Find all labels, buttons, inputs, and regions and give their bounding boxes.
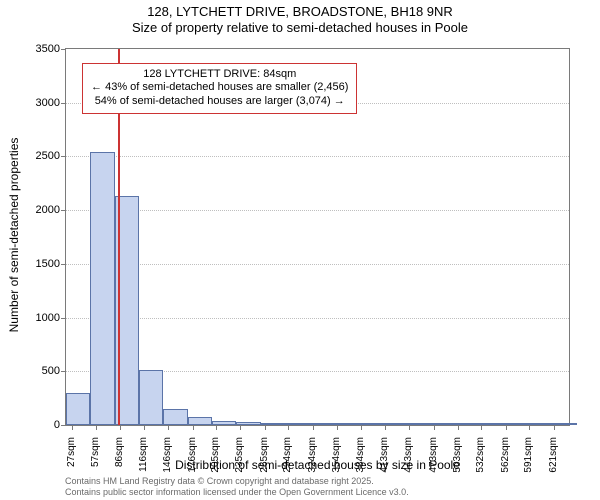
x-tick-label: 503sqm [452, 437, 463, 487]
y-tick-mark [61, 156, 66, 157]
x-tick-mark [434, 425, 435, 430]
x-tick-mark [72, 425, 73, 430]
x-tick-mark [96, 425, 97, 430]
y-tick-mark [61, 425, 66, 426]
y-tick-label: 500 [15, 365, 60, 377]
gridline [66, 210, 569, 211]
histogram-bar [382, 423, 406, 425]
x-tick-label: 413sqm [379, 437, 390, 487]
annotation-line-1: 128 LYTCHETT DRIVE: 84sqm [91, 68, 348, 82]
y-tick-mark [61, 210, 66, 211]
x-tick-label: 116sqm [138, 437, 149, 487]
x-tick-mark [240, 425, 241, 430]
x-tick-label: 176sqm [187, 437, 198, 487]
x-tick-mark [120, 425, 121, 430]
y-tick-label: 1500 [15, 258, 60, 270]
x-tick-label: 443sqm [403, 437, 414, 487]
histogram-bar [480, 423, 504, 425]
annotation-box: 128 LYTCHETT DRIVE: 84sqm ← 43% of semi-… [82, 63, 357, 114]
chart-title: 128, LYTCHETT DRIVE, BROADSTONE, BH18 9N… [0, 4, 600, 37]
x-tick-mark [168, 425, 169, 430]
histogram-bar [504, 423, 528, 425]
title-line-1: 128, LYTCHETT DRIVE, BROADSTONE, BH18 9N… [0, 4, 600, 20]
x-tick-label: 205sqm [210, 437, 221, 487]
x-tick-label: 384sqm [355, 437, 366, 487]
histogram-bar [553, 423, 577, 425]
x-tick-label: 57sqm [90, 437, 101, 487]
y-tick-label: 0 [15, 419, 60, 431]
x-tick-label: 562sqm [500, 437, 511, 487]
histogram-bar [528, 423, 552, 425]
x-tick-mark [313, 425, 314, 430]
x-tick-mark [409, 425, 410, 430]
y-tick-label: 1000 [15, 312, 60, 324]
y-tick-mark [61, 318, 66, 319]
y-tick-mark [61, 371, 66, 372]
chart-container: 128, LYTCHETT DRIVE, BROADSTONE, BH18 9N… [0, 0, 600, 500]
y-tick-mark [61, 49, 66, 50]
histogram-bar [66, 393, 90, 425]
histogram-bar [431, 423, 455, 425]
x-tick-mark [506, 425, 507, 430]
x-tick-mark [458, 425, 459, 430]
histogram-bar [163, 409, 187, 425]
x-tick-mark [265, 425, 266, 430]
x-tick-label: 294sqm [282, 437, 293, 487]
x-tick-label: 324sqm [307, 437, 318, 487]
x-tick-label: 265sqm [259, 437, 270, 487]
x-tick-label: 354sqm [331, 437, 342, 487]
histogram-bar [139, 370, 163, 425]
annotation-line-2: ← 43% of semi-detached houses are smalle… [91, 81, 348, 95]
histogram-bar [407, 423, 431, 425]
x-tick-mark [554, 425, 555, 430]
footer-line-2: Contains public sector information licen… [65, 487, 409, 498]
x-tick-label: 146sqm [162, 437, 173, 487]
x-tick-mark [385, 425, 386, 430]
x-tick-label: 532sqm [475, 437, 486, 487]
x-tick-mark [529, 425, 530, 430]
x-tick-label: 86sqm [114, 437, 125, 487]
annotation-line-3: 54% of semi-detached houses are larger (… [91, 95, 348, 109]
x-tick-mark [216, 425, 217, 430]
x-tick-label: 591sqm [523, 437, 534, 487]
histogram-bar [188, 417, 212, 425]
y-tick-label: 3000 [15, 97, 60, 109]
y-tick-label: 2000 [15, 204, 60, 216]
x-tick-mark [144, 425, 145, 430]
x-tick-label: 235sqm [234, 437, 245, 487]
y-tick-label: 3500 [15, 43, 60, 55]
x-tick-mark [337, 425, 338, 430]
gridline [66, 264, 569, 265]
title-line-2: Size of property relative to semi-detach… [0, 20, 600, 36]
x-tick-label: 621sqm [548, 437, 559, 487]
x-tick-label: 27sqm [66, 437, 77, 487]
y-tick-mark [61, 103, 66, 104]
histogram-bar [455, 423, 479, 425]
histogram-bar [90, 152, 114, 425]
x-tick-mark [193, 425, 194, 430]
x-tick-mark [288, 425, 289, 430]
y-tick-label: 2500 [15, 150, 60, 162]
x-tick-mark [361, 425, 362, 430]
gridline [66, 156, 569, 157]
y-tick-mark [61, 264, 66, 265]
plot-area: 128 LYTCHETT DRIVE: 84sqm ← 43% of semi-… [65, 48, 570, 426]
x-tick-label: 473sqm [428, 437, 439, 487]
x-tick-mark [481, 425, 482, 430]
gridline [66, 318, 569, 319]
y-axis-label: Number of semi-detached properties [7, 138, 21, 333]
